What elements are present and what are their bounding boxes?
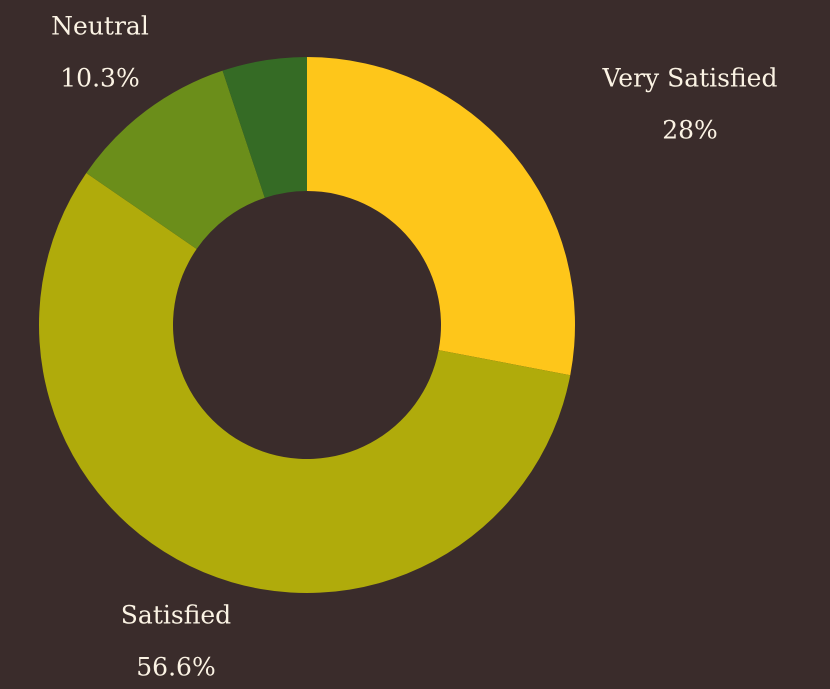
- donut-segment: [38, 172, 571, 594]
- donut-segment: [86, 70, 265, 249]
- segment-label: Satisfied: [121, 601, 231, 630]
- donut-segment: [222, 57, 307, 198]
- segment-value-label: 56.6%: [136, 653, 215, 682]
- segment-value-label: 28%: [662, 116, 718, 145]
- segment-label: Very Satisfied: [602, 64, 778, 93]
- donut-segment: [307, 57, 575, 376]
- segment-value-label: 10.3%: [60, 64, 139, 93]
- segment-label: Neutral: [51, 12, 149, 41]
